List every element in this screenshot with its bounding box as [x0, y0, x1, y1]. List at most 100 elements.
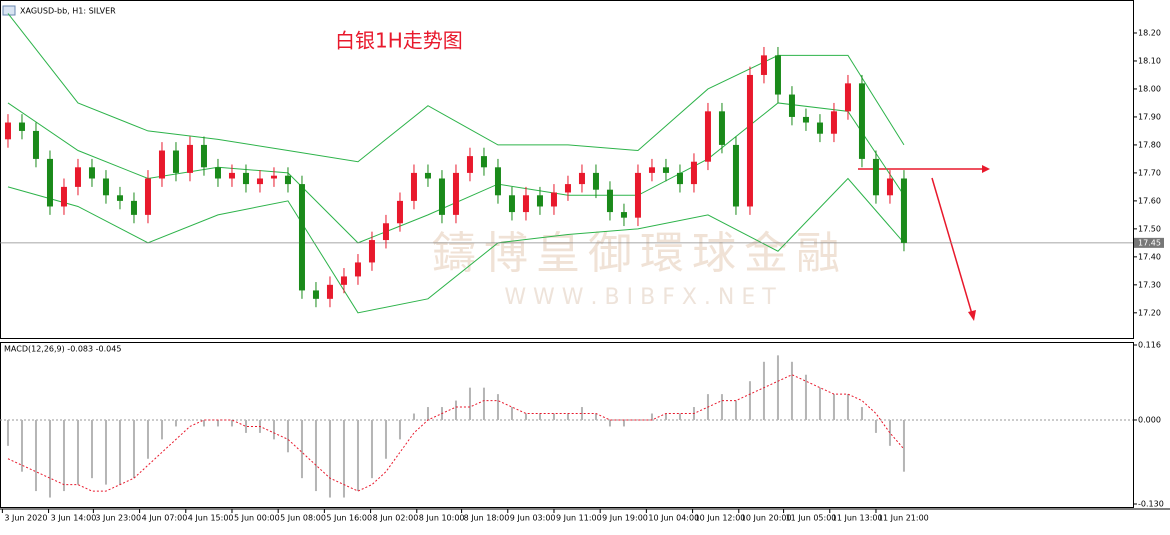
macd-bar	[202, 419, 205, 427]
macd-bar	[328, 419, 331, 498]
macd-bar	[356, 419, 359, 492]
band-lower	[7, 177, 905, 314]
candle-body	[886, 178, 893, 196]
candle-body	[774, 55, 781, 95]
candle-body	[172, 150, 179, 173]
macd-bar	[762, 361, 765, 420]
macd-bar	[286, 419, 289, 453]
candle-body	[284, 175, 291, 185]
symbol-icon	[2, 5, 16, 16]
macd-bar	[790, 361, 793, 420]
macd-bar	[230, 419, 233, 427]
macd-bar	[832, 394, 835, 420]
y-tick-label: 17.70	[1138, 168, 1161, 177]
macd-bar	[818, 387, 821, 420]
candle-body	[438, 178, 445, 215]
macd-bar	[34, 419, 37, 492]
candle-body	[256, 178, 263, 185]
candle-body	[508, 195, 515, 213]
candle-body	[466, 156, 473, 173]
candle-body	[102, 178, 109, 196]
last-price-label: 17.45	[1138, 238, 1161, 247]
y-tick-label: 17.60	[1138, 196, 1161, 205]
candle-body	[648, 167, 655, 173]
x-tick-label: 8 Jun 18:00	[464, 514, 510, 523]
macd-bar	[776, 355, 779, 420]
y-tick-label: 17.90	[1138, 112, 1161, 121]
candle-body	[452, 172, 459, 215]
macd-bar	[608, 419, 611, 427]
header: XAGUSD-bb, H1: SILVER	[20, 7, 116, 16]
arrow-head	[982, 165, 990, 173]
macd-bar	[454, 400, 457, 420]
macd-bar	[426, 407, 429, 420]
macd-bar	[272, 419, 275, 440]
candle-body	[354, 262, 361, 277]
candle-body	[396, 200, 403, 224]
x-tick-label: 3 Jun 23:00	[95, 514, 141, 523]
macd-bar	[90, 419, 93, 479]
y-tick-label: 18.10	[1138, 56, 1161, 65]
macd-bar	[720, 394, 723, 420]
candle-body	[704, 111, 711, 162]
candle-body	[760, 55, 767, 75]
candle-body	[242, 172, 249, 185]
macd-bar	[216, 419, 219, 427]
macd-bar	[482, 387, 485, 420]
macd-bar	[76, 419, 79, 485]
x-tick-label: 5 Jun 08:00	[280, 514, 326, 523]
last-price-box	[1134, 237, 1164, 248]
candle-body	[116, 195, 123, 201]
y-tick-label: 17.40	[1138, 252, 1161, 261]
candle-body	[746, 74, 753, 207]
candle-body	[18, 122, 25, 131]
x-tick-label: 9 Jun 03:00	[510, 514, 556, 523]
candle-body	[816, 122, 823, 134]
candle-body	[270, 175, 277, 179]
macd-bar	[20, 419, 23, 472]
x-tick-label: 8 Jun 10:00	[419, 514, 465, 523]
macd-bar	[622, 419, 625, 427]
macd-bar	[650, 413, 653, 420]
macd-bar	[300, 419, 303, 479]
candle-body	[424, 172, 431, 179]
macd-bar	[342, 419, 345, 498]
macd-bar	[496, 394, 499, 420]
candle-body	[788, 94, 795, 117]
macd-bar	[874, 419, 877, 433]
macd-bar	[552, 413, 555, 420]
candle-body	[88, 167, 95, 179]
candle-body	[46, 158, 53, 207]
y-tick-label: 0.116	[1138, 341, 1161, 350]
watermark: 鑄博皇御環球金融	[432, 228, 848, 279]
macd-bar	[384, 419, 387, 459]
candle-body	[732, 144, 739, 207]
candle-body	[844, 83, 851, 112]
candle-body	[690, 161, 697, 185]
macd-bar	[314, 419, 317, 492]
arrows	[858, 165, 990, 321]
x-tick-label: 9 Jun 19:00	[602, 514, 648, 523]
macd-bar	[804, 374, 807, 420]
candle-body	[522, 195, 529, 213]
macd-bar	[664, 413, 667, 420]
macd-bar	[398, 419, 401, 440]
macd-bar	[244, 419, 247, 433]
candle-body	[144, 178, 151, 215]
y-tick-label: 17.50	[1138, 224, 1161, 233]
macd-bar	[146, 419, 149, 459]
candle-body	[606, 189, 613, 213]
x-tick-label: 3 Jun 2020	[4, 514, 47, 523]
x-tick-label: 8 Jun 02:00	[373, 514, 419, 523]
macd-bar	[412, 413, 415, 420]
candle-body	[130, 200, 137, 215]
x-tick-label: 10 Jun 12:00	[695, 514, 746, 523]
x-tick-label: 10 Jun 20:00	[741, 514, 792, 523]
macd-bar	[636, 419, 639, 421]
macd-bar	[566, 413, 569, 420]
y-tick-label: 17.20	[1138, 308, 1161, 317]
candle-body	[382, 223, 389, 241]
macd-bar	[888, 419, 891, 446]
macd-bar	[902, 419, 905, 472]
macd-title: MACD(12,26,9) -0.083 -0.045	[4, 345, 121, 354]
